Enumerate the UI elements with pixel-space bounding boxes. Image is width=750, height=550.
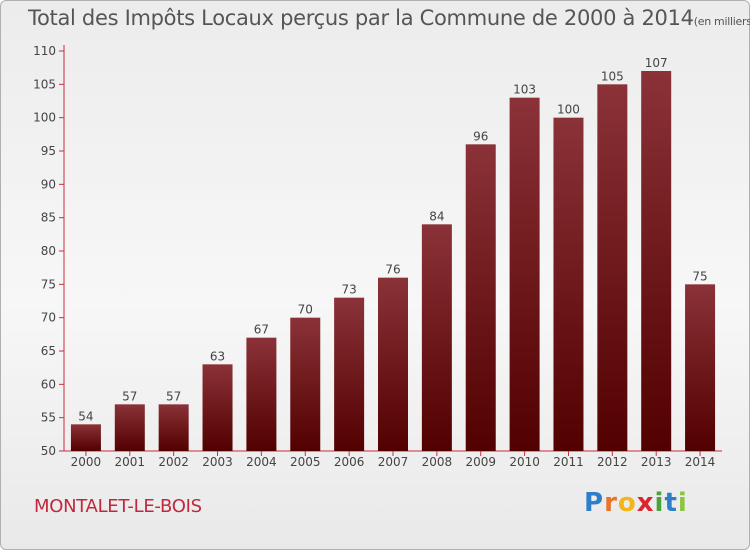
x-tick-label: 2007 <box>378 455 409 469</box>
x-tick-label: 2008 <box>422 455 453 469</box>
x-tick-label: 2002 <box>158 455 189 469</box>
bar-2009[interactable] <box>465 144 496 452</box>
x-tick-label: 2004 <box>246 455 277 469</box>
bar-2014[interactable] <box>685 284 716 451</box>
proxiti-logo[interactable]: Proxiti <box>584 488 688 518</box>
bar-2013[interactable] <box>641 71 672 451</box>
bar-2004[interactable] <box>246 337 277 451</box>
logo-letter: i <box>677 488 688 518</box>
bar-2002[interactable] <box>158 404 189 451</box>
bar-2001[interactable] <box>114 404 145 451</box>
x-tick-label: 2014 <box>685 455 716 469</box>
data-label-2001: 57 <box>122 389 137 403</box>
chart-title: Total des Impôts Locaux perçus par la Co… <box>28 6 750 30</box>
data-label-2014: 75 <box>692 269 707 283</box>
chart-unit: (en milliers d'€) <box>693 15 750 28</box>
bar-2005[interactable] <box>290 317 321 451</box>
bar-2007[interactable] <box>378 277 408 451</box>
bar-2010[interactable] <box>509 97 540 452</box>
data-label-2010: 103 <box>513 83 536 97</box>
bar-2008[interactable] <box>421 224 452 451</box>
y-axis: 50 55 60 65 70 75 80 85 90 95 100 105 110 <box>33 44 65 458</box>
y-tick-label: 85 <box>41 211 56 225</box>
chart-title-text: Total des Impôts Locaux perçus par la Co… <box>28 6 694 30</box>
x-tick-label: 2013 <box>641 455 672 469</box>
data-label-2008: 84 <box>429 209 444 223</box>
y-tick-label: 50 <box>41 444 56 458</box>
logo-letter: x <box>636 488 655 518</box>
logo-letter: o <box>617 488 637 518</box>
data-label-2007: 76 <box>385 263 400 277</box>
bar-2011[interactable] <box>553 117 584 452</box>
x-tick-label: 2001 <box>115 455 146 469</box>
data-label-2002: 57 <box>166 389 181 403</box>
y-tick-label: 60 <box>41 377 56 391</box>
logo-letter: r <box>604 488 618 518</box>
bars <box>70 71 716 452</box>
data-label-2009: 96 <box>473 129 488 143</box>
data-label-2004: 67 <box>254 323 269 337</box>
commune-name: MONTALET-LE-BOIS <box>34 496 202 517</box>
data-label-2000: 54 <box>78 409 93 423</box>
bar-2006[interactable] <box>334 297 365 451</box>
data-label-2011: 100 <box>557 103 580 117</box>
y-tick-label: 65 <box>41 344 56 358</box>
bar-2012[interactable] <box>597 84 628 451</box>
y-tick-label: 55 <box>41 411 56 425</box>
bar-2003[interactable] <box>202 364 233 451</box>
data-label-2006: 73 <box>341 283 356 297</box>
data-label-2013: 107 <box>645 56 668 70</box>
x-tick-label: 2009 <box>465 455 496 469</box>
y-tick-label: 95 <box>41 144 56 158</box>
x-tick-label: 2006 <box>334 455 365 469</box>
y-tick-label: 80 <box>41 244 56 258</box>
data-label-2003: 63 <box>210 349 225 363</box>
x-tick-label: 2003 <box>202 455 233 469</box>
data-label-2012: 105 <box>601 69 624 83</box>
x-tick-label: 2005 <box>290 455 321 469</box>
x-axis: 2000 2001 2002 2003 2004 2005 2006 2007 2008 2009… <box>64 450 722 469</box>
data-labels: 54 57 57 63 67 70 73 76 84 96 103 100 105 107 75 <box>78 56 707 423</box>
y-tick-label: 100 <box>33 111 56 125</box>
y-tick-label: 105 <box>33 77 56 91</box>
bar-2000[interactable] <box>70 424 101 451</box>
y-tick-label: 70 <box>41 311 56 325</box>
data-label-2005: 70 <box>298 303 313 317</box>
x-tick-label: 2010 <box>509 455 540 469</box>
x-tick-label: 2011 <box>553 455 584 469</box>
logo-letter: i <box>654 488 665 518</box>
x-tick-label: 2000 <box>71 455 102 469</box>
x-tick-label: 2012 <box>597 455 628 469</box>
logo-letter: P <box>584 488 605 518</box>
y-tick-label: 75 <box>41 277 56 291</box>
y-tick-label: 110 <box>33 44 56 58</box>
logo-letter: t <box>664 488 678 518</box>
y-tick-label: 90 <box>41 177 56 191</box>
